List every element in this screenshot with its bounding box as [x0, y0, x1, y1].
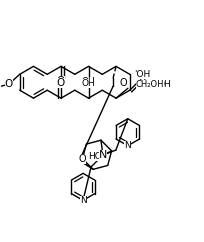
Text: O: O: [5, 79, 13, 89]
Text: N: N: [124, 141, 131, 150]
Text: O: O: [138, 73, 146, 83]
Text: 'OH: 'OH: [133, 70, 149, 79]
Text: N: N: [79, 196, 86, 205]
Text: N: N: [98, 150, 107, 160]
Text: OH: OH: [81, 77, 95, 86]
Text: O: O: [119, 78, 126, 88]
Text: CH₂OH: CH₂OH: [135, 80, 164, 89]
Text: O: O: [78, 154, 86, 164]
Text: HO: HO: [88, 152, 101, 161]
Text: O: O: [57, 76, 65, 86]
Text: O: O: [57, 78, 65, 88]
Text: OH: OH: [81, 79, 95, 88]
Text: OH: OH: [157, 80, 171, 89]
